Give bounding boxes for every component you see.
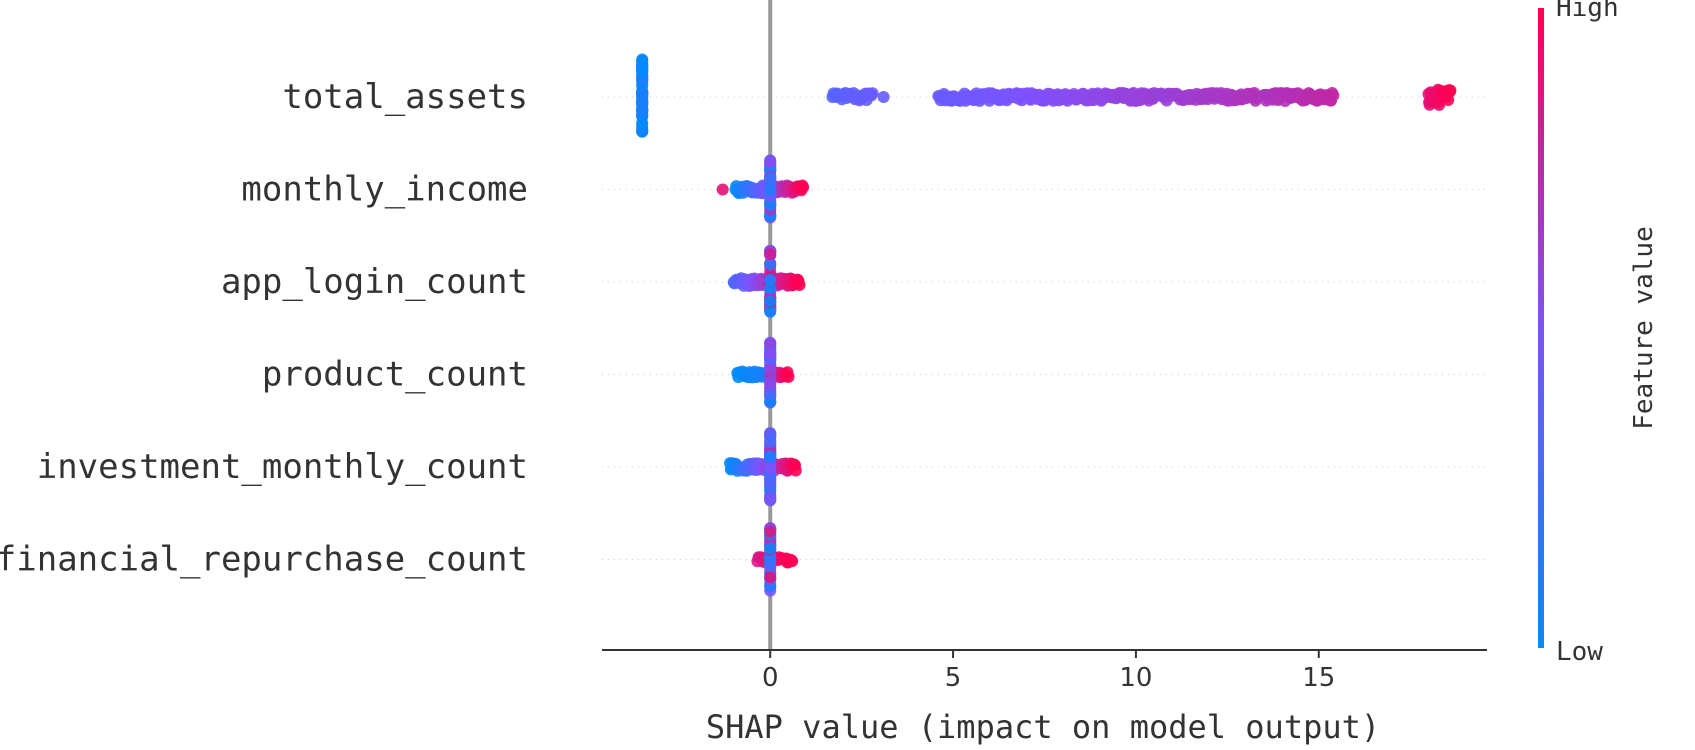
data-point xyxy=(764,248,777,261)
data-point xyxy=(786,555,799,568)
colorbar: High Low Feature value xyxy=(1538,0,1659,667)
feature-label: total_assets xyxy=(282,77,528,117)
data-point xyxy=(789,464,802,477)
data-point xyxy=(764,494,777,507)
data-point xyxy=(764,580,777,593)
data-point xyxy=(764,198,777,211)
data-point xyxy=(764,571,777,584)
x-ticks: 0 5 10 15 xyxy=(762,650,1335,693)
data-point xyxy=(636,59,649,72)
feature-label: product_count xyxy=(262,355,528,395)
data-point xyxy=(764,183,777,196)
data-point xyxy=(764,337,777,350)
data-point xyxy=(764,172,777,185)
x-tick-label: 0 xyxy=(762,663,779,693)
data-point xyxy=(764,525,777,538)
scatter-points xyxy=(636,53,1457,597)
x-tick-label: 5 xyxy=(945,663,962,693)
data-point xyxy=(764,436,777,448)
data-point xyxy=(764,377,777,390)
x-axis-label: SHAP value (impact on model output) xyxy=(706,708,1380,746)
data-point xyxy=(636,93,649,106)
data-point xyxy=(764,387,777,400)
colorbar-high-label: High xyxy=(1556,0,1619,23)
data-point xyxy=(764,258,777,270)
data-point xyxy=(716,183,729,196)
data-point xyxy=(866,87,879,100)
data-point xyxy=(764,362,777,375)
row-guides xyxy=(602,96,1487,560)
data-point xyxy=(782,370,795,383)
data-point xyxy=(764,347,777,360)
data-point xyxy=(764,542,777,555)
feature-labels: total_assets monthly_income app_login_coun… xyxy=(0,77,528,580)
x-axis: 0 5 10 15 xyxy=(602,649,1487,693)
data-point xyxy=(797,181,810,194)
x-tick-label: 10 xyxy=(1119,663,1152,693)
colorbar-gradient xyxy=(1538,8,1544,648)
data-point xyxy=(793,279,806,291)
x-tick-label: 15 xyxy=(1302,663,1335,693)
data-point xyxy=(636,103,649,116)
data-point xyxy=(636,117,649,130)
data-point xyxy=(764,462,777,475)
feature-label: monthly_income xyxy=(241,170,528,210)
data-point xyxy=(764,450,777,463)
feature-label: app_login_count xyxy=(221,262,528,302)
data-point xyxy=(764,282,777,295)
data-point xyxy=(1327,89,1340,102)
data-point xyxy=(764,273,777,286)
colorbar-title: Feature value xyxy=(1629,226,1659,430)
colorbar-low-label: Low xyxy=(1556,637,1603,667)
feature-label: investment_monthly_count xyxy=(37,447,528,487)
data-point xyxy=(764,305,777,318)
data-point xyxy=(764,156,777,169)
data-point xyxy=(764,472,777,485)
data-point xyxy=(1444,84,1457,97)
feature-label: financial_repurchase_count xyxy=(0,540,528,580)
data-point xyxy=(764,295,777,308)
data-point xyxy=(877,91,890,103)
